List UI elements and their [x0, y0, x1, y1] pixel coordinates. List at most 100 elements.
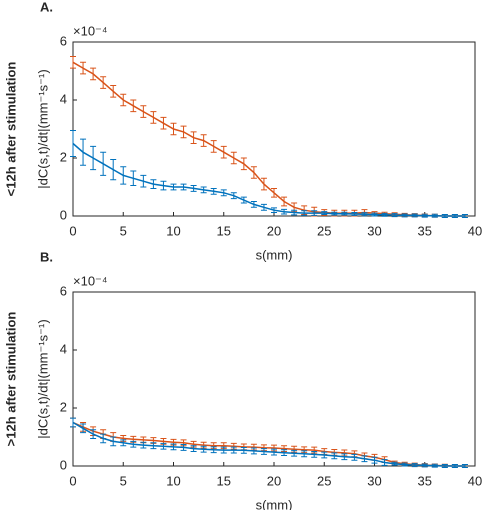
x-tick-label: 5	[120, 473, 127, 488]
error-bar	[100, 433, 107, 444]
y-tick-label: 0	[60, 207, 67, 222]
error-bar	[431, 463, 438, 468]
error-bar	[150, 179, 157, 189]
error-bar	[150, 111, 157, 124]
error-bar	[371, 212, 378, 217]
error-bar	[160, 180, 167, 191]
y-tick-label: 2	[60, 149, 67, 164]
series	[70, 417, 468, 468]
error-bar	[341, 211, 348, 216]
error-bar	[210, 140, 217, 153]
y-exponent: ×10⁻⁴	[73, 273, 108, 288]
error-bar	[311, 210, 318, 216]
error-bar	[80, 423, 87, 434]
error-bar	[250, 447, 257, 455]
error-bar	[230, 192, 237, 200]
y-tick-label: 0	[60, 457, 67, 472]
row-label: <12h after stimulation	[3, 62, 18, 197]
error-bar	[200, 186, 207, 194]
x-tick-label: 15	[217, 223, 231, 238]
error-bar	[371, 456, 378, 464]
error-bar	[120, 93, 127, 107]
error-bar	[401, 213, 408, 218]
x-tick-label: 30	[367, 473, 381, 488]
error-bar	[260, 448, 267, 455]
error-bar	[451, 464, 458, 468]
error-bar	[220, 446, 227, 454]
error-bar	[291, 209, 298, 216]
error-bar	[461, 214, 468, 218]
error-bar	[90, 429, 97, 439]
y-tick-label: 2	[60, 399, 67, 414]
error-bar	[110, 436, 117, 447]
error-bar	[190, 185, 197, 192]
error-bar	[70, 129, 76, 158]
error-bar	[381, 212, 388, 217]
series-line	[72, 142, 465, 217]
error-bar	[160, 116, 167, 130]
error-bar	[451, 214, 458, 218]
x-tick-label: 40	[468, 223, 482, 238]
x-tick-label: 10	[166, 473, 180, 488]
error-bar	[230, 151, 237, 165]
error-bar	[441, 464, 448, 468]
error-bar	[90, 67, 97, 81]
error-bar	[240, 446, 247, 454]
x-tick-label: 25	[317, 473, 331, 488]
error-bar	[70, 56, 76, 69]
x-tick-label: 10	[166, 223, 180, 238]
error-bar	[281, 196, 288, 207]
error-bar	[180, 444, 187, 451]
x-tick-label: 25	[317, 223, 331, 238]
error-bar	[301, 450, 308, 458]
error-bar	[361, 212, 368, 217]
error-bar	[240, 196, 247, 204]
error-bar	[230, 446, 237, 454]
error-bar	[281, 208, 288, 215]
x-tick-label: 5	[120, 223, 127, 238]
error-bar	[190, 131, 197, 144]
error-bar	[200, 445, 207, 453]
error-bar	[271, 207, 277, 214]
error-bar	[431, 213, 438, 218]
error-bar	[301, 210, 308, 216]
error-bar	[391, 461, 398, 466]
error-bar	[240, 157, 247, 171]
series	[70, 129, 468, 218]
error-bar	[250, 166, 257, 179]
error-bar	[180, 125, 187, 139]
error-bar	[130, 440, 137, 448]
error-bar	[110, 85, 117, 98]
x-tick-label: 35	[418, 473, 432, 488]
x-tick-label: 0	[69, 223, 76, 238]
error-bar	[70, 417, 76, 428]
error-bar	[461, 464, 468, 468]
error-bar	[421, 463, 428, 468]
error-bar	[170, 122, 177, 136]
panel-label: A.	[40, 0, 53, 14]
error-bar	[341, 453, 348, 461]
y-tick-label: 6	[60, 33, 67, 48]
error-bar	[331, 211, 338, 216]
error-bar	[140, 174, 147, 188]
error-bar	[411, 463, 418, 468]
error-bar	[130, 170, 137, 187]
x-axis-label: s(mm)	[256, 497, 293, 510]
error-bar	[260, 203, 267, 211]
error-bar	[120, 166, 127, 185]
series	[70, 417, 468, 468]
error-bar	[100, 151, 107, 176]
error-bar	[441, 214, 448, 218]
error-bar	[220, 189, 227, 197]
error-bar	[120, 439, 127, 447]
x-tick-label: 40	[468, 473, 482, 488]
series-line	[72, 61, 465, 217]
error-bar	[200, 134, 207, 147]
error-bar	[271, 187, 277, 198]
y-tick-label: 4	[60, 341, 67, 356]
error-bar	[250, 201, 257, 208]
error-bar	[140, 105, 147, 118]
error-bar	[311, 451, 318, 458]
error-bar	[210, 446, 217, 454]
